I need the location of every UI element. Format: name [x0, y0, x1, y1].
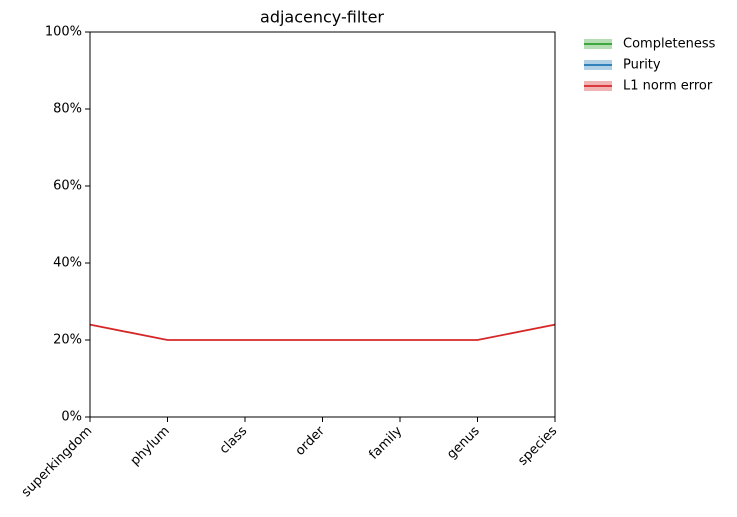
y-tick-label: 0%: [61, 410, 82, 425]
x-tick-label: superkingdom: [19, 424, 95, 500]
y-tick-label: 80%: [53, 102, 82, 117]
y-tick-label: 40%: [53, 256, 82, 271]
y-tick-label: 60%: [53, 179, 82, 194]
x-tick-label: genus: [444, 424, 483, 463]
x-tick-label: phylum: [128, 424, 173, 469]
legend-label: L1 norm error: [623, 79, 713, 94]
x-tick-label: class: [217, 424, 251, 458]
chart-title: adjacency-filter: [260, 8, 384, 27]
x-tick-label: order: [293, 423, 329, 459]
x-tick-label: species: [515, 424, 560, 469]
legend-label: Completeness: [623, 37, 716, 52]
y-tick-label: 20%: [53, 333, 82, 348]
plot-frame: [89, 31, 556, 418]
x-tick-label: family: [366, 423, 405, 462]
series-line: [89, 323, 556, 341]
y-tick-label: 100%: [45, 25, 82, 40]
legend-label: Purity: [623, 58, 661, 73]
